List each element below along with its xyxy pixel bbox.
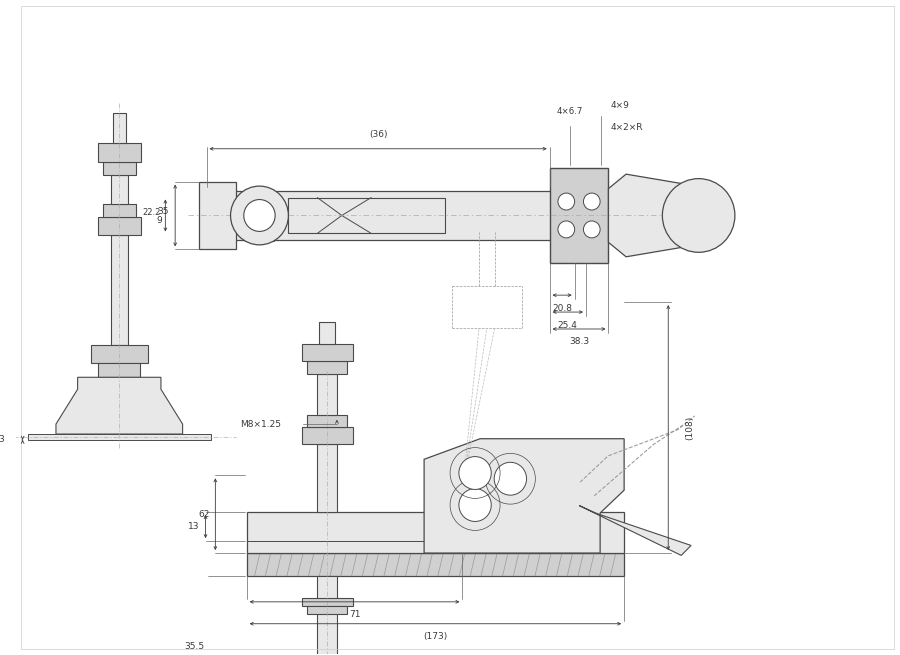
Bar xyxy=(247,512,624,553)
Text: 20.8: 20.8 xyxy=(552,303,572,312)
Text: 9: 9 xyxy=(157,216,162,225)
Text: 35: 35 xyxy=(158,207,169,216)
Polygon shape xyxy=(56,377,183,434)
Bar xyxy=(98,364,140,377)
Bar xyxy=(550,168,608,263)
Circle shape xyxy=(558,193,574,210)
Text: 4×2×R: 4×2×R xyxy=(610,123,643,132)
Circle shape xyxy=(459,489,491,521)
Circle shape xyxy=(244,200,275,231)
Bar xyxy=(318,374,337,415)
Bar xyxy=(247,553,624,576)
Text: 25.4: 25.4 xyxy=(558,320,578,329)
Bar xyxy=(199,181,236,250)
Text: (36): (36) xyxy=(369,130,387,140)
Circle shape xyxy=(662,179,735,252)
Polygon shape xyxy=(424,439,624,553)
Bar xyxy=(308,362,346,374)
Bar xyxy=(97,217,141,235)
Circle shape xyxy=(583,193,600,210)
Text: 13: 13 xyxy=(188,522,200,531)
Circle shape xyxy=(558,221,574,238)
Text: 22.2: 22.2 xyxy=(142,208,161,217)
Bar xyxy=(302,598,353,607)
Bar xyxy=(302,427,353,444)
Text: 3: 3 xyxy=(0,436,4,445)
Text: 38.3: 38.3 xyxy=(569,337,590,346)
Bar xyxy=(103,204,136,217)
Text: (173): (173) xyxy=(423,632,447,641)
Bar xyxy=(320,322,335,345)
Text: (108): (108) xyxy=(685,415,694,440)
Bar xyxy=(91,345,148,364)
Circle shape xyxy=(230,186,288,245)
Bar xyxy=(28,434,211,440)
Bar xyxy=(202,191,605,240)
Circle shape xyxy=(494,462,526,495)
Bar xyxy=(302,345,353,362)
Text: 4×9: 4×9 xyxy=(610,102,629,111)
Bar xyxy=(318,444,337,512)
Text: 4×6.7: 4×6.7 xyxy=(557,107,583,117)
Bar xyxy=(103,162,136,175)
Circle shape xyxy=(583,221,600,238)
Bar xyxy=(288,198,445,233)
Bar xyxy=(308,415,346,427)
Bar xyxy=(111,235,128,345)
Circle shape xyxy=(459,457,491,489)
Polygon shape xyxy=(608,174,698,257)
Text: 62: 62 xyxy=(198,510,210,519)
Text: M8×1.25: M8×1.25 xyxy=(240,420,281,429)
Bar xyxy=(248,204,271,227)
Bar xyxy=(308,607,346,614)
Polygon shape xyxy=(580,506,691,555)
Bar xyxy=(112,113,126,143)
Text: 35.5: 35.5 xyxy=(184,642,205,650)
Bar xyxy=(97,143,141,162)
Text: 71: 71 xyxy=(349,610,360,619)
Bar xyxy=(318,576,337,655)
Bar xyxy=(111,175,128,204)
